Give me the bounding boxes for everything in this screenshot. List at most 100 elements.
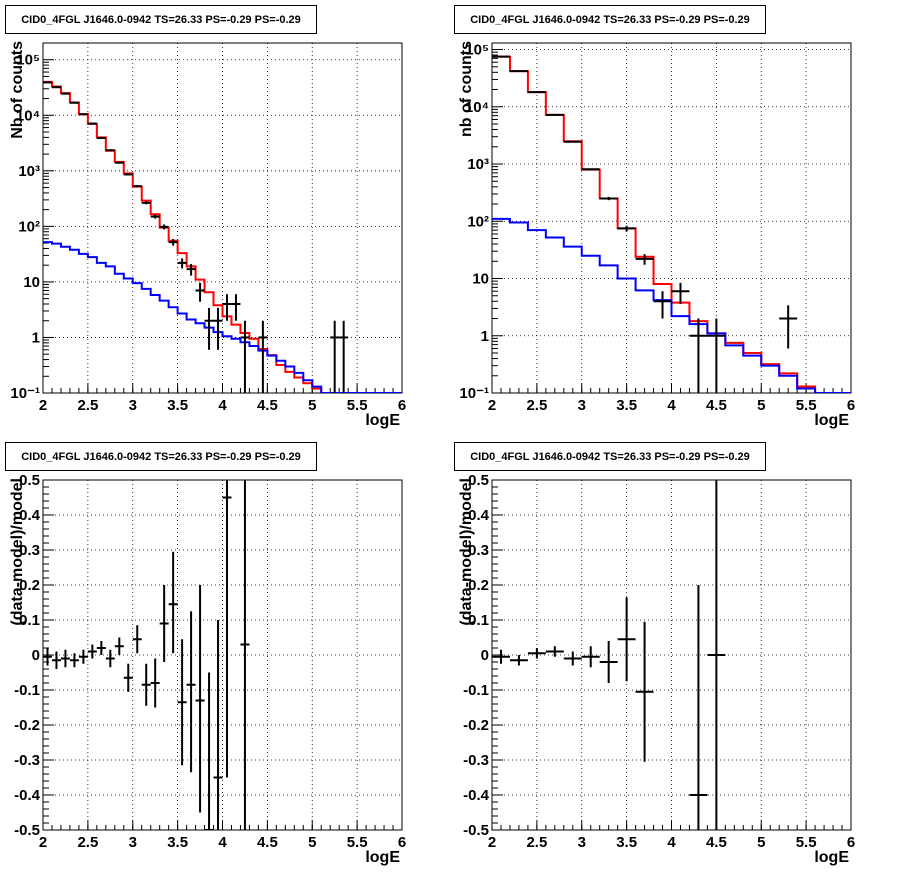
y-tick-label: -0.4	[463, 787, 490, 804]
y-tick-label: 0	[481, 647, 489, 664]
x-tick-label: 4	[218, 397, 227, 414]
y-tick-label: 0.4	[19, 507, 41, 524]
chart-2-svg: 2 2.5 3 3.5 4 4.5 5 5.5 6 10⁻¹ 1 10 10² 10³ 10⁴ 10⁵ logE…	[458, 41, 855, 429]
y-tick-label: -0.2	[463, 717, 489, 734]
data-point	[635, 621, 654, 762]
y-axis-label: Nb of counts	[9, 41, 26, 139]
series-0	[492, 480, 726, 830]
y-tick-label: 10⁴	[465, 99, 489, 116]
y-tick-label: -0.3	[463, 752, 489, 769]
chart-1-svg: 2 2.5 3 3.5 4 4.5 5 5.5 6 10⁻¹ 1 10 10² 10³ 10⁴ 10⁵ logE…	[9, 41, 406, 429]
y-tick-label: 10⁵	[16, 52, 40, 69]
data-point	[222, 294, 232, 321]
data-point	[186, 611, 196, 773]
data-point	[43, 648, 52, 666]
y-tick-label: 0.2	[19, 577, 40, 594]
chart-panel-4: 2 2.5 3 3.5 4 4.5 5 5.5 6 -0.5 -0.4 -0.3 -0.2 -0.1 0 0.…	[449, 437, 898, 875]
data-point	[563, 651, 582, 666]
y-tick-label: 0.5	[468, 472, 489, 489]
x-tick-label: 3.5	[616, 834, 637, 851]
y-tick-label: 10³	[467, 156, 489, 173]
x-tick-label: 5.5	[796, 397, 817, 414]
data-point	[339, 320, 349, 393]
data-point	[330, 320, 340, 393]
data-point	[159, 224, 169, 230]
data-point	[69, 653, 79, 668]
x-axis-label: logE	[365, 412, 400, 429]
chart-3-title: CID0_4FGL J1646.0-0942 TS=26.33 PS=-0.29…	[5, 442, 317, 471]
x-tick-label: 3	[578, 397, 586, 414]
data-point	[545, 646, 564, 657]
data-point	[195, 585, 205, 813]
series-1	[43, 241, 402, 393]
y-tick-label: -0.4	[14, 787, 41, 804]
data-point	[150, 658, 160, 708]
x-tick-label: 2.5	[77, 834, 98, 851]
data-point	[204, 307, 214, 350]
x-tick-label: 2.5	[526, 397, 547, 414]
data-point	[635, 254, 654, 265]
series-0	[43, 480, 250, 830]
x-tick-label: 4.5	[706, 834, 727, 851]
x-axis-label: logE	[814, 849, 849, 866]
series-2	[492, 55, 798, 393]
data-point	[617, 225, 636, 232]
data-point	[159, 585, 169, 662]
data-point	[581, 168, 600, 171]
data-point	[258, 320, 268, 393]
data-point	[96, 641, 106, 655]
x-tick-label: 5	[308, 397, 316, 414]
x-tick-label: 5.5	[347, 834, 368, 851]
x-tick-label: 3	[129, 834, 137, 851]
x-tick-label: 3.5	[616, 397, 637, 414]
data-point	[168, 239, 178, 246]
x-tick-label: 4	[667, 397, 676, 414]
data-point	[105, 149, 115, 152]
data-point	[213, 620, 223, 830]
x-tick-label: 4.5	[257, 834, 278, 851]
chart-panel-1: 2 2.5 3 3.5 4 4.5 5 5.5 6 10⁻¹ 1 10 10² 10³ 10⁴ 10⁵ logE…	[0, 0, 449, 437]
x-tick-label: 5	[757, 397, 765, 414]
x-tick-label: 6	[847, 834, 855, 851]
x-tick-label: 2	[488, 834, 496, 851]
data-point	[707, 318, 726, 393]
chart-2-title: CID0_4FGL J1646.0-0942 TS=26.33 PS=-0.29…	[454, 5, 766, 34]
model-histogram-line	[492, 217, 851, 393]
data-point	[509, 655, 528, 666]
x-tick-label: 5	[308, 834, 316, 851]
x-tick-label: 4.5	[257, 397, 278, 414]
x-tick-label: 3	[129, 397, 137, 414]
data-point	[123, 663, 133, 692]
data-point	[213, 307, 223, 350]
y-tick-label: 10⁴	[16, 107, 40, 124]
x-tick-label: 3.5	[167, 834, 188, 851]
data-point	[222, 480, 232, 778]
data-point	[195, 282, 205, 302]
x-tick-label: 2	[488, 397, 496, 414]
data-point	[114, 637, 124, 655]
y-axis-label: (data-model)/model	[9, 478, 26, 626]
x-tick-label: 6	[847, 397, 855, 414]
data-point	[177, 258, 187, 269]
y-tick-label: -0.5	[14, 822, 40, 839]
data-point	[581, 646, 600, 668]
x-tick-label: 2.5	[77, 397, 98, 414]
x-tick-label: 3.5	[167, 397, 188, 414]
x-axis-label: logE	[365, 849, 400, 866]
y-tick-label: -0.1	[463, 682, 489, 699]
x-tick-label: 6	[398, 834, 406, 851]
data-point	[60, 649, 70, 668]
chart-4-title: CID0_4FGL J1646.0-0942 TS=26.33 PS=-0.29…	[454, 442, 766, 471]
data-point	[123, 173, 133, 176]
chart-3-svg: 2 2.5 3 3.5 4 4.5 5 5.5 6 -0.5 -0.4 -0.3 -0.2 -0.1 0 0.…	[9, 472, 406, 866]
x-tick-label: 6	[398, 397, 406, 414]
y-tick-label: -0.2	[14, 717, 40, 734]
model-histogram-line	[43, 241, 402, 393]
series-1	[492, 217, 851, 393]
y-tick-label: 10³	[18, 163, 40, 180]
x-tick-label: 5.5	[347, 397, 368, 414]
x-tick-label: 4.5	[706, 397, 727, 414]
x-tick-label: 4	[667, 834, 676, 851]
plot-frame	[42, 479, 403, 831]
data-point	[78, 649, 88, 664]
